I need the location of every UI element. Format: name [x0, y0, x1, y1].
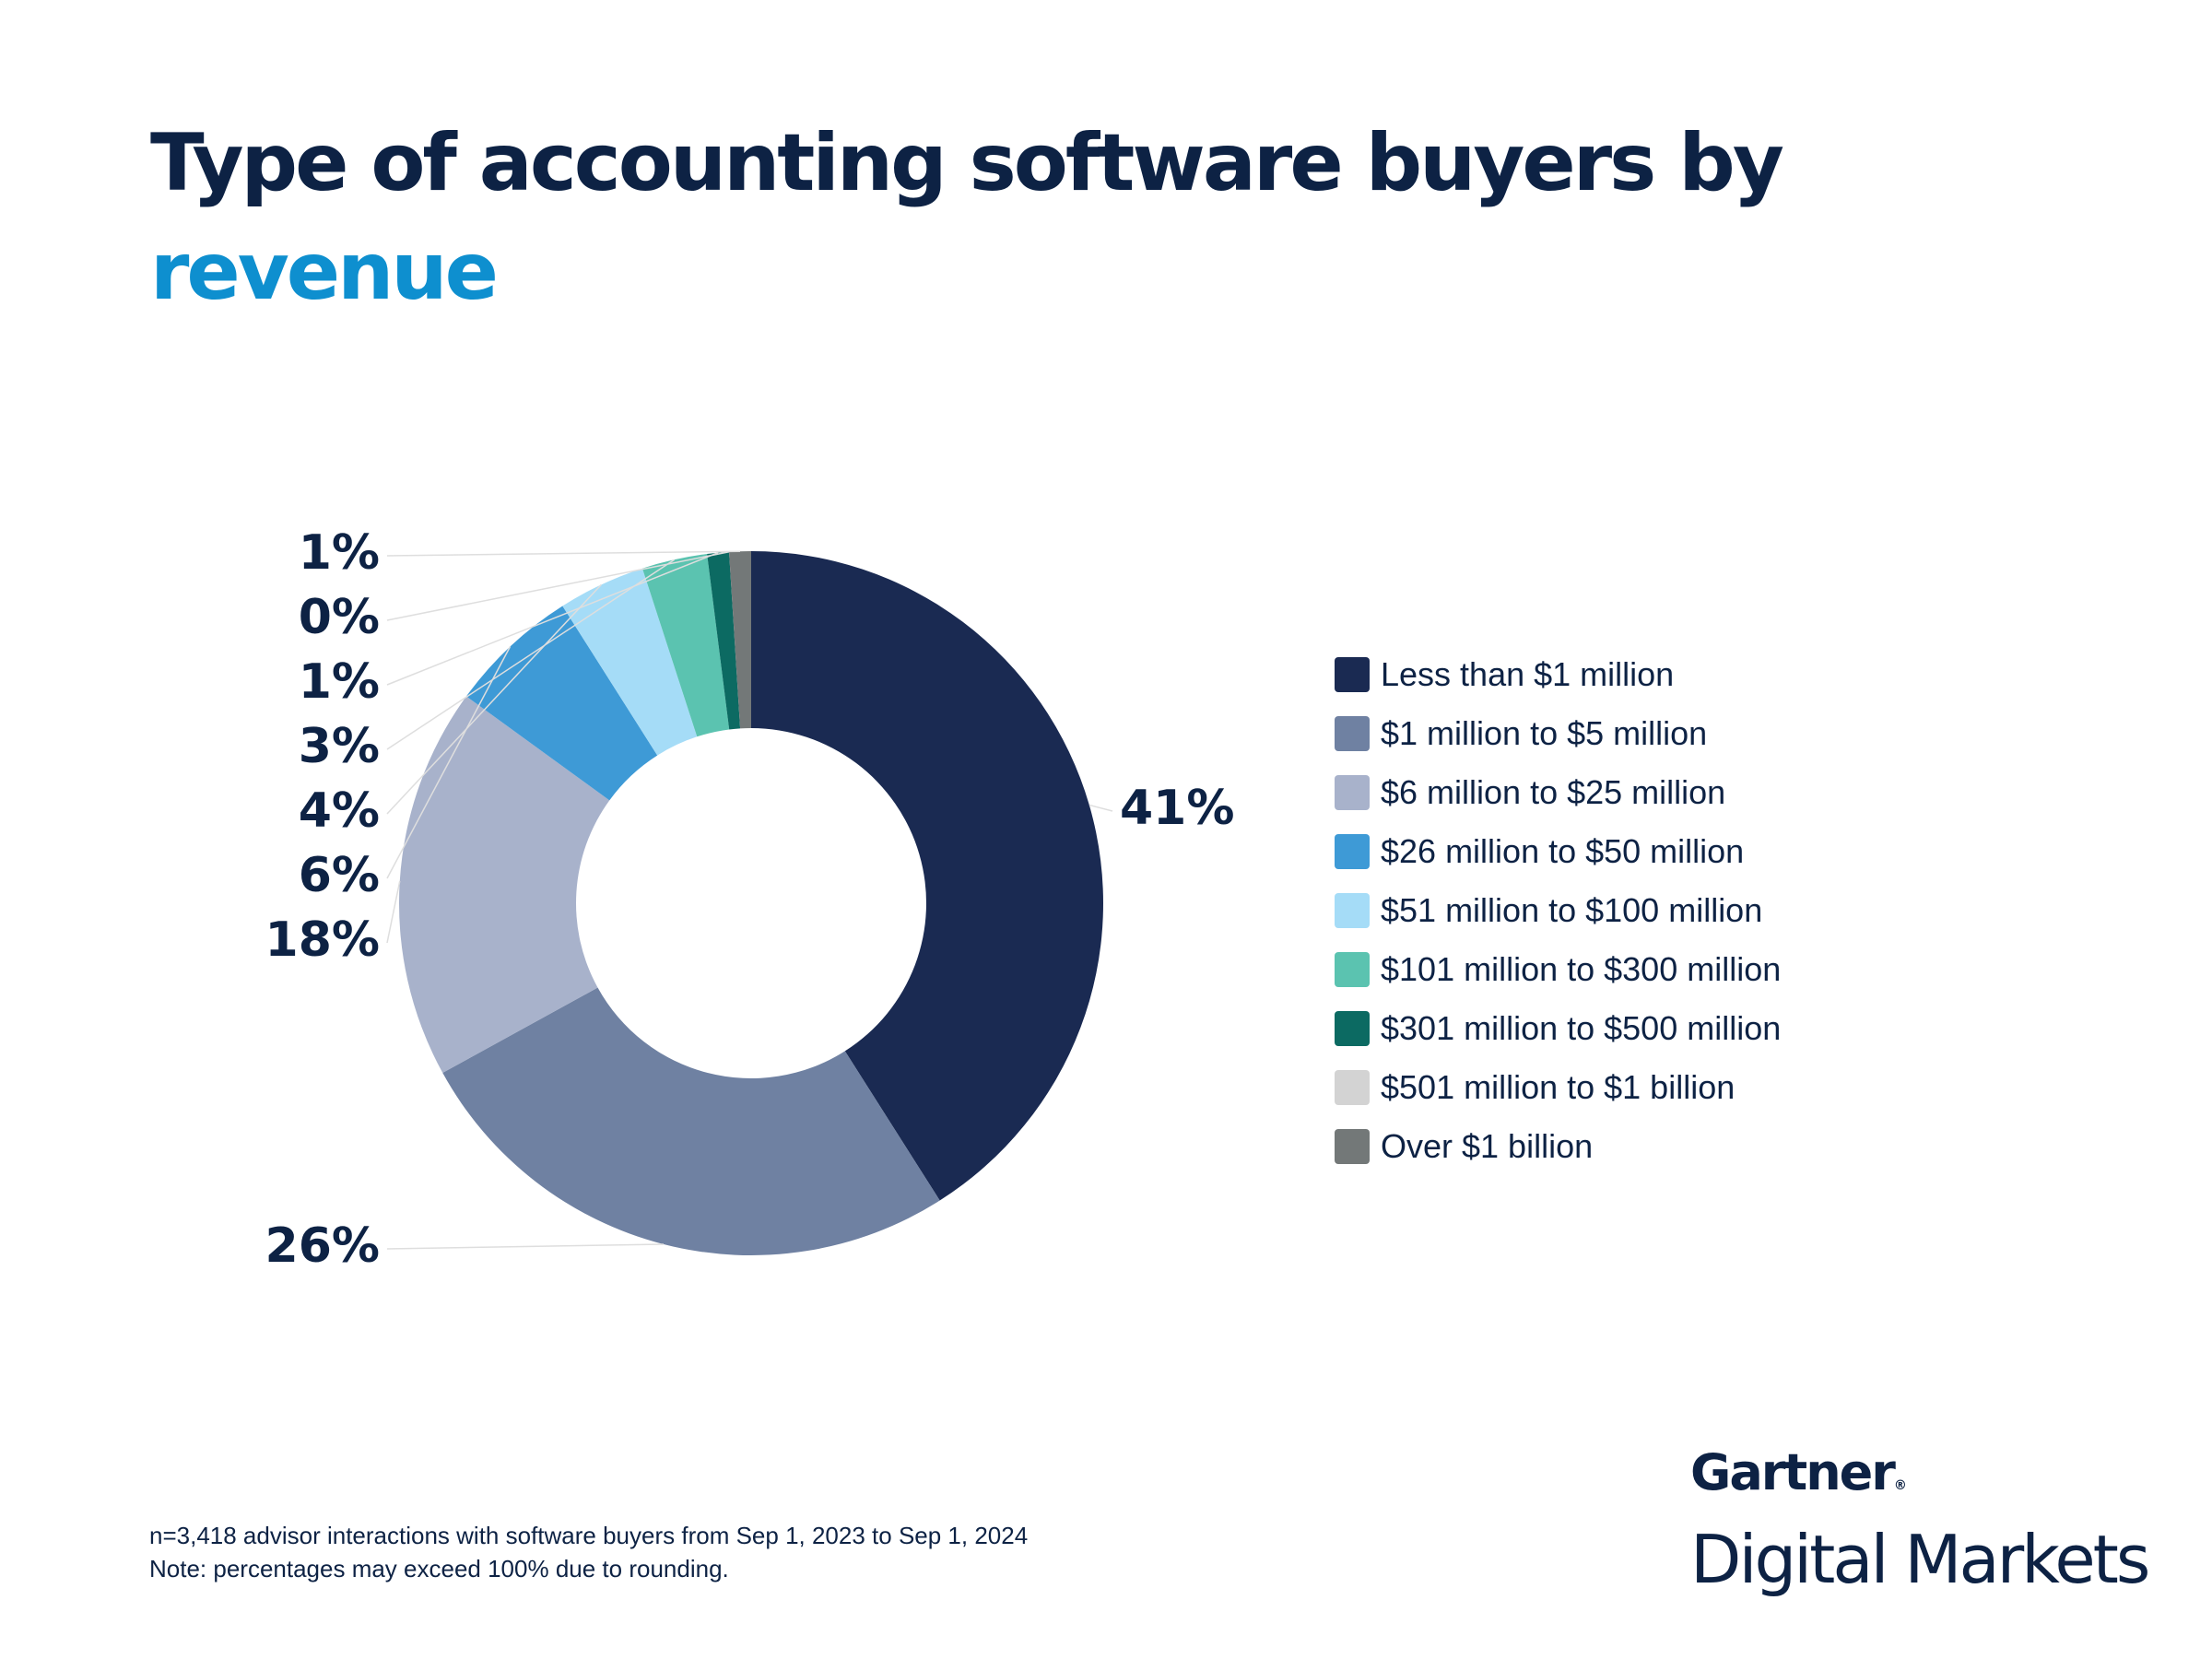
legend-swatch — [1335, 657, 1370, 692]
legend-swatch — [1335, 1011, 1370, 1046]
label-leader-lines — [386, 550, 1113, 1250]
legend-item-over-1-billion: Over $1 billion — [1335, 1117, 1781, 1176]
legend-label: $101 million to $300 million — [1381, 950, 1782, 988]
chart-title-line-1: Type of accounting software buyers by — [150, 117, 1784, 209]
leader-line-over-1-billion — [386, 550, 741, 557]
footnote-rounding-note: Note: percentages may exceed 100% due to… — [149, 1555, 729, 1583]
legend-label: $501 million to $1 billion — [1381, 1068, 1735, 1106]
legend-item-6-million-to-25-million: $6 million to $25 million — [1335, 763, 1781, 822]
logo-subtitle: Digital Markets — [1690, 1521, 2150, 1598]
leader-line-101-million-to-300-million — [386, 559, 676, 750]
legend-item-301-million-to-500-million: $301 million to $500 million — [1335, 999, 1781, 1058]
value-label-101-million-to-300-million: 3% — [299, 719, 380, 774]
legend-label: $51 million to $100 million — [1381, 891, 1763, 929]
legend-swatch — [1335, 893, 1370, 928]
slice-51-million-to-100-million — [562, 568, 698, 756]
logo-brand-text: Gartner — [1690, 1443, 1896, 1501]
legend-item-501-million-to-1-billion: $501 million to $1 billion — [1335, 1058, 1781, 1117]
legend-item-101-million-to-300-million: $101 million to $300 million — [1335, 940, 1781, 999]
legend-swatch — [1335, 716, 1370, 751]
value-label-6-million-to-25-million: 18% — [265, 912, 380, 968]
slice-6-million-to-25-million — [398, 696, 610, 1074]
value-label-1-million-to-5-million: 26% — [265, 1218, 380, 1274]
legend-label: Less than $1 million — [1381, 655, 1675, 693]
legend-label: $1 million to $5 million — [1381, 714, 1708, 752]
slice-1-million-to-5-million — [442, 987, 940, 1255]
chart-title: Type of accounting software buyers by re… — [150, 109, 1784, 326]
legend-label: $26 million to $50 million — [1381, 832, 1745, 870]
footnote-sample-size: n=3,418 advisor interactions with softwa… — [149, 1522, 1029, 1549]
leader-line-less-than-1-million — [1088, 804, 1113, 812]
slice-26-million-to-50-million — [465, 606, 658, 801]
leader-line-501-million-to-1-billion — [386, 551, 730, 621]
value-label-less-than-1-million: 41% — [1120, 781, 1234, 836]
legend-label: Over $1 billion — [1381, 1127, 1594, 1165]
legend-label: $301 million to $500 million — [1381, 1009, 1782, 1047]
chart-title-line-2: revenue — [150, 226, 499, 318]
legend-swatch — [1335, 1070, 1370, 1105]
value-label-51-million-to-100-million: 4% — [299, 783, 380, 839]
value-label-26-million-to-50-million: 6% — [299, 848, 380, 903]
footnote: n=3,418 advisor interactions with softwa… — [149, 1519, 1028, 1585]
legend-swatch — [1335, 952, 1370, 987]
value-label-over-1-billion: 1% — [299, 525, 380, 581]
legend-label: $6 million to $25 million — [1381, 773, 1726, 811]
value-label-501-million-to-1-billion: 0% — [299, 590, 380, 645]
slice-over-1-billion — [729, 551, 751, 729]
leader-line-1-million-to-5-million — [386, 1243, 665, 1250]
leader-line-6-million-to-25-million — [386, 880, 401, 944]
chart-legend: Less than $1 million $1 million to $5 mil… — [1335, 645, 1781, 1176]
leader-line-51-million-to-100-million — [386, 583, 602, 815]
slice-less-than-1-million — [751, 551, 1104, 1201]
logo-registered-mark: ® — [1893, 1478, 1907, 1493]
legend-item-1-million-to-5-million: $1 million to $5 million — [1335, 704, 1781, 763]
leader-line-301-million-to-500-million — [386, 551, 719, 686]
value-label-301-million-to-500-million: 1% — [299, 654, 380, 710]
legend-swatch — [1335, 834, 1370, 869]
logo-brand: Gartner® — [1690, 1443, 2147, 1515]
legend-swatch — [1335, 775, 1370, 810]
slice-301-million-to-500-million — [707, 551, 741, 730]
slice-101-million-to-300-million — [641, 554, 730, 737]
leader-line-26-million-to-50-million — [386, 646, 512, 879]
donut-slices — [398, 551, 1104, 1255]
legend-swatch — [1335, 1129, 1370, 1164]
gartner-digital-markets-logo: Gartner® Digital Markets — [1690, 1443, 2150, 1600]
legend-item-51-million-to-100-million: $51 million to $100 million — [1335, 881, 1781, 940]
legend-item-26-million-to-50-million: $26 million to $50 million — [1335, 822, 1781, 881]
legend-item-less-than-1-million: Less than $1 million — [1335, 645, 1781, 704]
value-labels: 41% 26% 18% 6% 4% 3% 1% 0% 1% — [265, 525, 1235, 1274]
